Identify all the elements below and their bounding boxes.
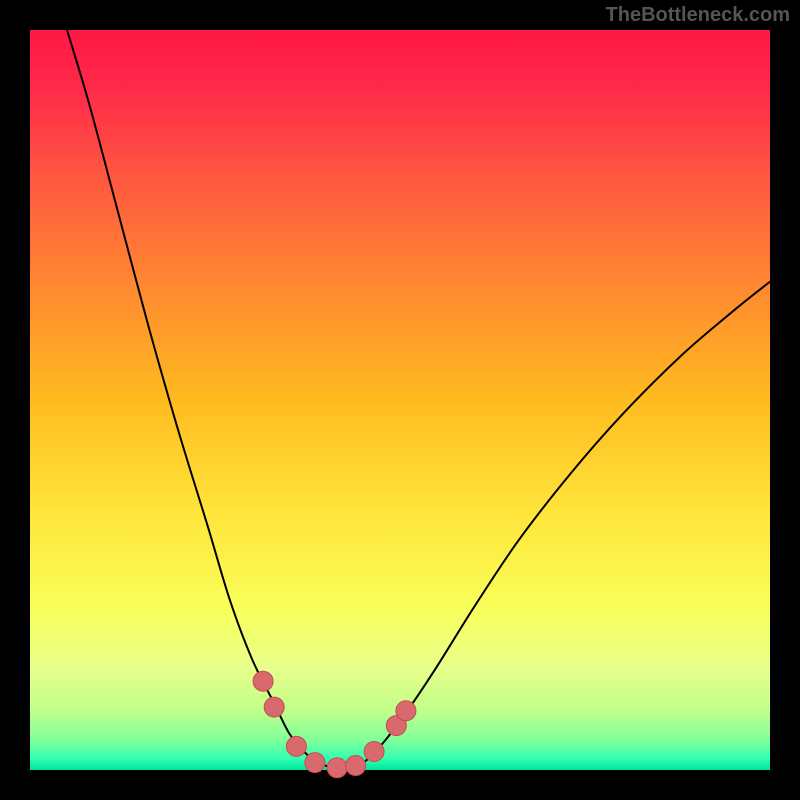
curve-marker: [327, 758, 347, 778]
curve-marker: [346, 756, 366, 776]
curve-marker: [264, 697, 284, 717]
chart-svg: [30, 30, 770, 770]
chart-plot-area: [30, 30, 770, 770]
curve-marker: [286, 736, 306, 756]
marker-group: [253, 671, 416, 778]
curve-marker: [305, 753, 325, 773]
curve-right: [370, 282, 770, 757]
curve-marker: [253, 671, 273, 691]
curve-left: [67, 30, 370, 768]
curve-marker: [396, 701, 416, 721]
curve-marker: [364, 742, 384, 762]
watermark-text: TheBottleneck.com: [606, 4, 790, 27]
